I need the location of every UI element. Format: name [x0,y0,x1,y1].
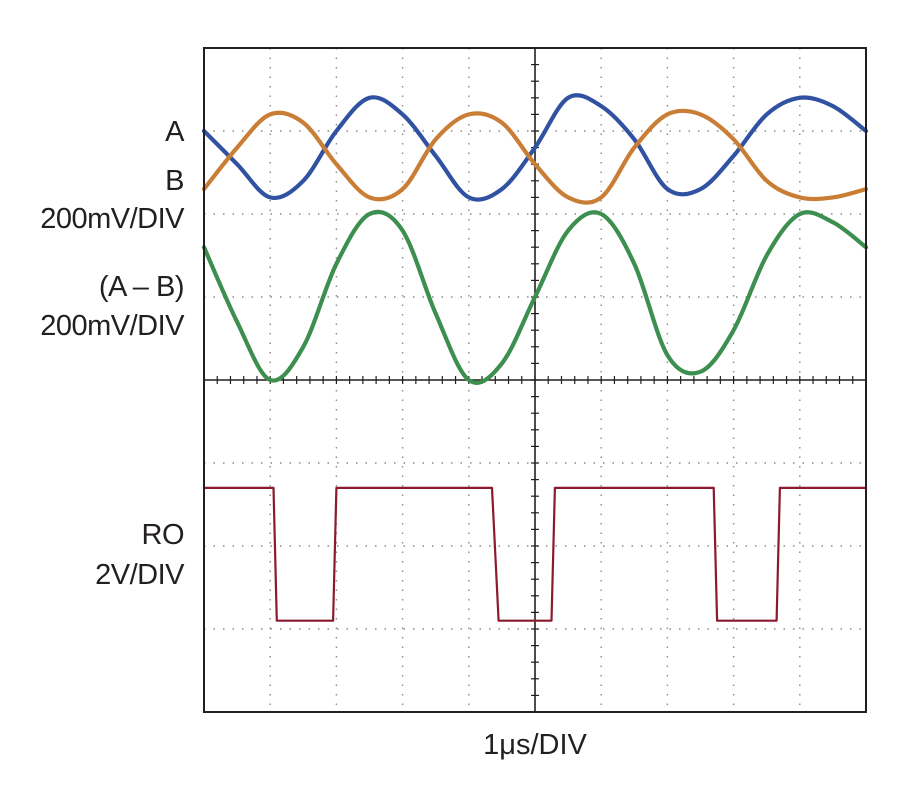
trace-a-b [201,209,869,385]
traces [201,93,869,622]
label-ro: RO [141,519,185,551]
label-ro-scale: 2V/DIV [95,559,184,591]
trace-ro [202,486,868,622]
plot-frame [203,47,867,713]
label-diff: (A – B) [98,271,185,303]
label-channel-b: B [165,165,184,197]
label-diff-scale: 200mV/DIV [40,310,184,342]
label-ab-scale: 200mV/DIV [40,203,184,235]
graticule [203,47,867,713]
trace-b [201,108,869,205]
trace-a [201,93,869,202]
time-scale-label: 1μs/DIV [483,729,587,761]
label-channel-a: A [165,116,184,148]
